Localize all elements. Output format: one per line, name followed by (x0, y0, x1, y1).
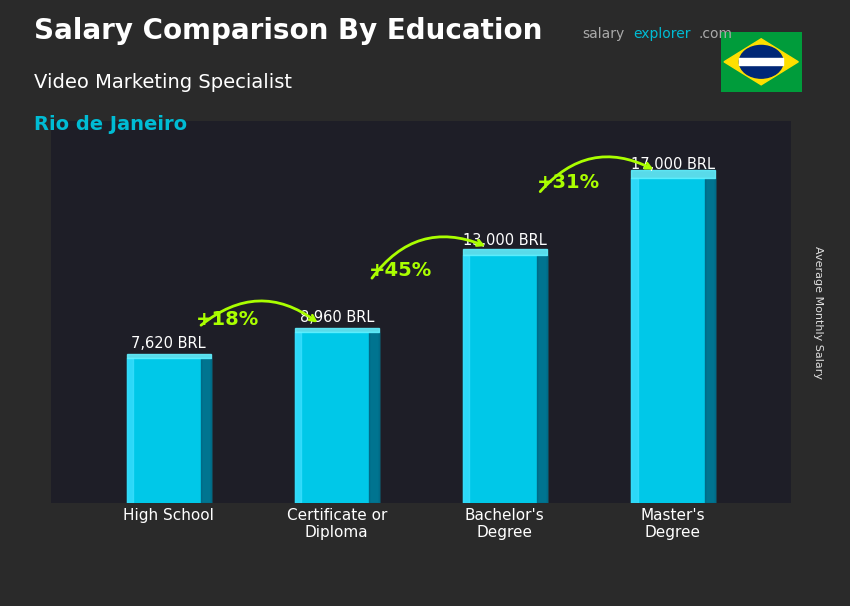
Polygon shape (724, 39, 798, 85)
Bar (631, 178, 715, 503)
Text: Rio de Janeiro: Rio de Janeiro (34, 115, 187, 135)
Bar (127, 354, 211, 358)
Bar (201, 358, 211, 503)
Text: .com: .com (699, 27, 733, 41)
Text: 8,960 BRL: 8,960 BRL (299, 310, 374, 325)
Text: 13,000 BRL: 13,000 BRL (463, 233, 547, 248)
Bar (536, 255, 547, 503)
Text: explorer: explorer (633, 27, 691, 41)
Bar (705, 178, 715, 503)
Bar (631, 170, 715, 178)
Bar (631, 178, 638, 503)
Bar (462, 248, 547, 255)
Bar (127, 358, 211, 503)
Bar (462, 255, 547, 503)
Bar (295, 332, 302, 503)
Text: +45%: +45% (369, 261, 432, 281)
Bar (740, 58, 783, 65)
Text: +31%: +31% (537, 173, 600, 191)
Bar (462, 255, 469, 503)
Bar (295, 332, 379, 503)
Text: salary: salary (582, 27, 625, 41)
Text: Average Monthly Salary: Average Monthly Salary (813, 245, 823, 379)
Bar (369, 332, 379, 503)
Bar (127, 358, 133, 503)
Text: 17,000 BRL: 17,000 BRL (631, 157, 715, 171)
Circle shape (740, 45, 783, 78)
Text: 7,620 BRL: 7,620 BRL (132, 336, 206, 351)
Text: +18%: +18% (196, 310, 259, 329)
Bar (295, 328, 379, 332)
Text: Salary Comparison By Education: Salary Comparison By Education (34, 18, 542, 45)
Text: Video Marketing Specialist: Video Marketing Specialist (34, 73, 292, 92)
